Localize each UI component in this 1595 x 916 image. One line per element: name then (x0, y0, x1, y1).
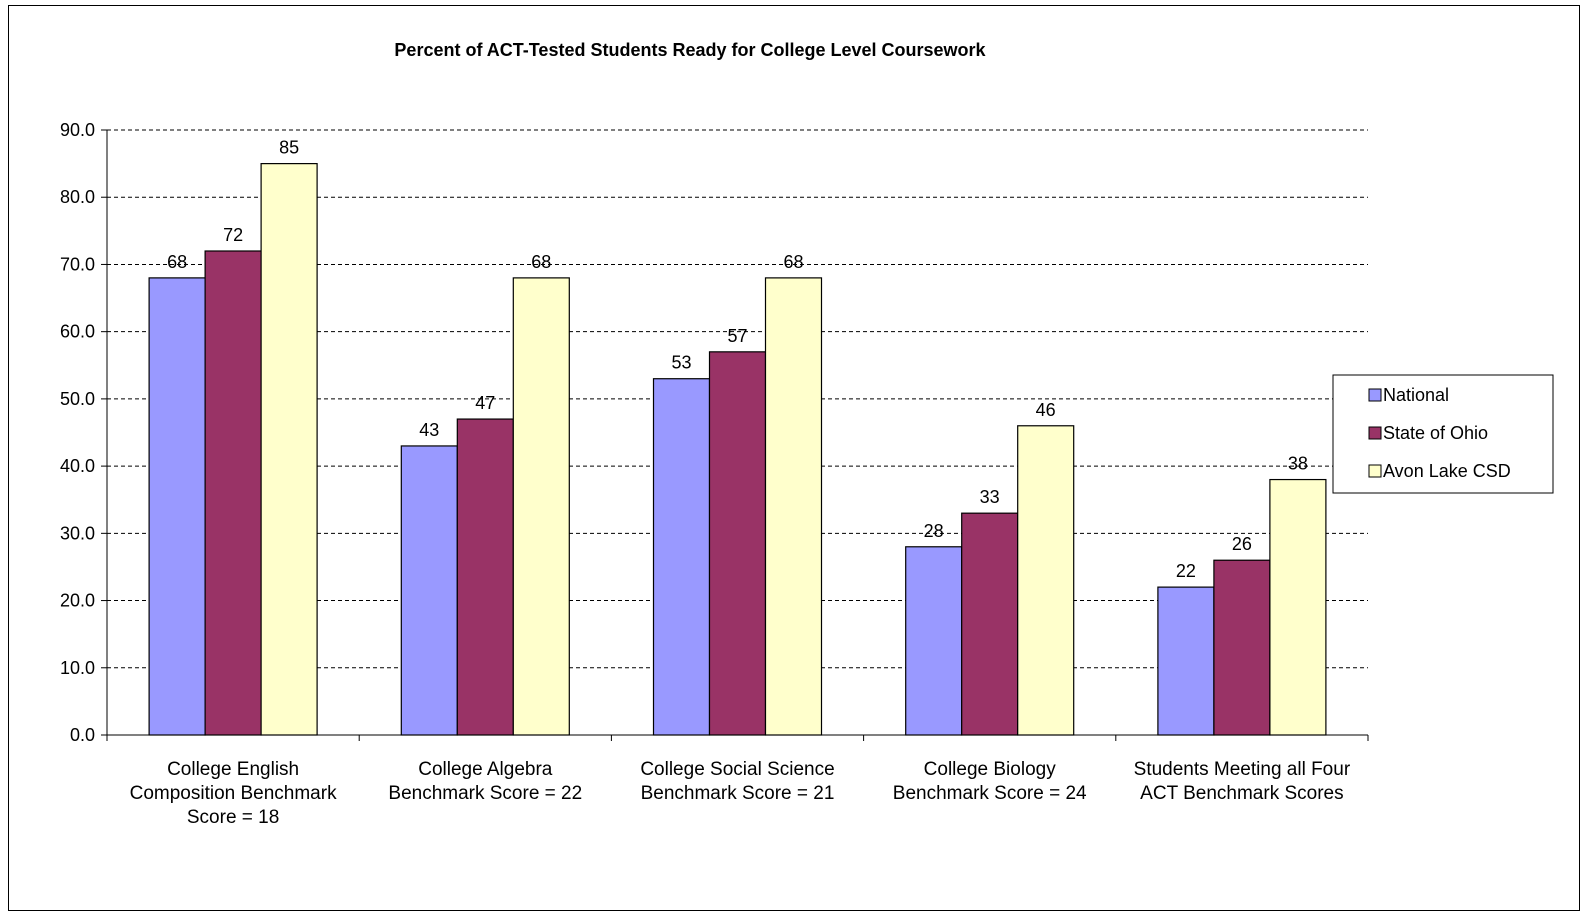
x-category-label: College English Composition Benchmark Scor… (130, 759, 337, 828)
x-category-label: College Algebra Benchmark Score = 22 (388, 759, 582, 804)
legend-label: State of Ohio (1383, 423, 1488, 443)
y-tick-label: 70.0 (60, 254, 95, 274)
bars: 68 72 85 43 47 68 53 57 68 28 33 46 22 26 38 (148, 138, 1327, 736)
y-tick-label: 30.0 (60, 523, 95, 543)
data-label: 22 (1176, 561, 1196, 581)
bar (905, 546, 963, 736)
bar (1269, 478, 1327, 736)
y-tick-label: 20.0 (60, 591, 95, 611)
bar (400, 445, 458, 736)
bar (1157, 586, 1215, 736)
data-label: 26 (1232, 534, 1252, 554)
y-tick-label: 10.0 (60, 658, 95, 678)
bar (1213, 559, 1271, 736)
bar (961, 512, 1019, 736)
data-label: 47 (475, 393, 495, 413)
data-label: 33 (980, 487, 1000, 507)
bar (260, 163, 318, 736)
legend-swatch (1368, 464, 1382, 478)
data-label: 68 (783, 252, 803, 272)
bar (708, 351, 767, 736)
legend-swatch (1368, 426, 1382, 440)
y-tick-label: 90.0 (60, 120, 95, 140)
bar (456, 418, 514, 736)
bar (512, 277, 570, 736)
bar (204, 250, 262, 736)
legend-label: Avon Lake CSD (1383, 461, 1511, 481)
x-category-label: Students Meeting all Four ACT Benchmark S… (1134, 759, 1351, 804)
legend-label: National (1383, 385, 1449, 405)
legend: National State of Ohio Avon Lake CSD (1332, 374, 1554, 494)
y-tick-label: 80.0 (60, 187, 95, 207)
data-label: 28 (924, 521, 944, 541)
legend-swatch (1368, 388, 1382, 402)
x-axis: College English Composition Benchmark Scor… (106, 734, 1369, 828)
x-category-label: College Social Science Benchmark Score = … (640, 759, 834, 804)
bar (148, 277, 206, 736)
data-label: 68 (531, 252, 551, 272)
bar (764, 277, 823, 736)
data-label: 68 (167, 252, 187, 272)
data-label: 53 (671, 353, 691, 373)
x-category-label: College Biology Benchmark Score = 24 (893, 759, 1087, 804)
y-tick-label: 50.0 (60, 389, 95, 409)
data-label: 85 (279, 138, 299, 158)
y-tick-label: 40.0 (60, 456, 95, 476)
bar (652, 378, 711, 736)
data-label: 57 (727, 326, 747, 346)
chart-title: Percent of ACT-Tested Students Ready for… (394, 40, 986, 60)
y-tick-label: 0.0 (70, 725, 95, 745)
data-label: 43 (419, 420, 439, 440)
y-tick-label: 60.0 (60, 322, 95, 342)
data-label: 38 (1288, 454, 1308, 474)
y-axis: 0.0 10.0 20.0 30.0 40.0 50.0 60.0 70.0 80.0 90.0 (60, 120, 108, 745)
data-label: 46 (1036, 400, 1056, 420)
bar (1017, 425, 1075, 736)
data-label: 72 (223, 225, 243, 245)
